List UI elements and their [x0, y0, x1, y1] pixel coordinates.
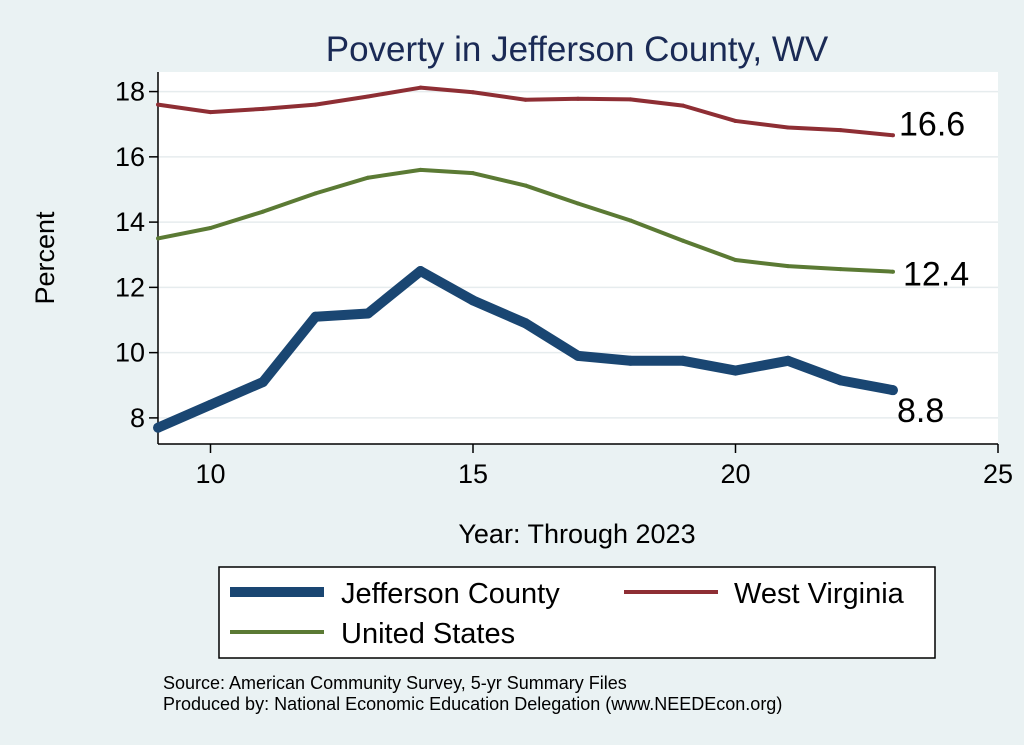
- data-point-west-virginia-10: [208, 110, 213, 115]
- data-point-united-states-13: [366, 175, 370, 180]
- data-point-united-states-11: [261, 209, 265, 214]
- data-point-west-virginia-14: [418, 85, 423, 90]
- x-tick-label-20: 20: [720, 459, 750, 489]
- x-tick-label-15: 15: [458, 459, 488, 489]
- data-point-west-virginia-23: [891, 133, 895, 138]
- data-point-united-states-22: [838, 267, 843, 272]
- x-tick-label-10: 10: [195, 459, 225, 489]
- data-point-west-virginia-17: [576, 96, 580, 101]
- legend-label-west-virginia: West Virginia: [734, 578, 905, 610]
- data-point-jefferson-county-16: [520, 318, 531, 329]
- source-note: Source: American Community Survey, 5-yr …: [163, 673, 627, 693]
- data-point-west-virginia-22: [838, 128, 843, 133]
- data-point-jefferson-county-20: [730, 365, 741, 376]
- y-tick-label-14: 14: [115, 207, 145, 237]
- data-point-jefferson-county-22: [835, 375, 846, 386]
- data-point-jefferson-county-23: [888, 385, 898, 396]
- data-point-jefferson-county-13: [363, 308, 373, 319]
- data-point-west-virginia-9: [156, 102, 160, 107]
- x-axis-title: Year: Through 2023: [458, 519, 695, 549]
- data-point-jefferson-county-19: [678, 355, 688, 366]
- data-point-united-states-23: [891, 269, 895, 274]
- legend-label-united-states: United States: [341, 618, 515, 650]
- data-point-west-virginia-11: [261, 106, 265, 111]
- data-point-jefferson-county-12: [310, 311, 321, 322]
- data-point-jefferson-county-9: [153, 422, 163, 433]
- data-point-jefferson-county-21: [783, 355, 793, 366]
- data-point-jefferson-county-14: [415, 266, 426, 277]
- data-point-jefferson-county-15: [468, 295, 478, 306]
- data-point-united-states-20: [733, 257, 738, 262]
- gridlines: [158, 90, 998, 419]
- x-axis-ticks: 10 15 20 25: [195, 444, 1013, 489]
- y-tick-label-16: 16: [115, 142, 145, 172]
- data-point-west-virginia-21: [786, 125, 790, 130]
- data-point-west-virginia-20: [733, 118, 738, 123]
- end-label-jefferson-county: 8.8: [897, 392, 944, 430]
- legend-box: [218, 566, 936, 659]
- data-point-united-states-16: [523, 183, 528, 188]
- data-point-west-virginia-15: [471, 90, 475, 95]
- data-point-united-states-17: [576, 201, 580, 206]
- data-point-united-states-10: [208, 225, 213, 230]
- legend: Jefferson County West Virginia United St…: [218, 566, 936, 659]
- data-point-west-virginia-13: [366, 94, 370, 99]
- data-point-west-virginia-18: [628, 97, 633, 102]
- y-axis-ticks: 8 10 12 14 16 18: [115, 77, 158, 433]
- data-point-united-states-15: [471, 171, 475, 176]
- end-label-west-virginia: 16.6: [899, 105, 965, 143]
- data-point-united-states-18: [628, 218, 633, 223]
- data-point-jefferson-county-11: [258, 377, 268, 387]
- data-point-west-virginia-16: [523, 97, 528, 102]
- data-point-jefferson-county-10: [205, 399, 216, 410]
- data-point-united-states-19: [681, 238, 685, 243]
- data-point-jefferson-county-18: [625, 355, 636, 366]
- data-point-united-states-9: [156, 236, 160, 241]
- producer-note: Produced by: National Economic Education…: [163, 694, 782, 714]
- data-point-united-states-14: [418, 167, 423, 172]
- data-point-united-states-21: [786, 264, 790, 269]
- end-label-united-states: 12.4: [903, 256, 969, 294]
- x-tick-label-25: 25: [983, 459, 1013, 489]
- data-point-west-virginia-19: [681, 103, 685, 108]
- series-lines: [153, 85, 898, 433]
- y-tick-label-18: 18: [115, 77, 145, 107]
- data-point-jefferson-county-17: [573, 350, 583, 361]
- chart-title: Poverty in Jefferson County, WV: [326, 30, 829, 69]
- end-labels: 16.6 12.4 8.8: [897, 105, 969, 430]
- y-tick-label-12: 12: [115, 272, 145, 302]
- y-tick-label-8: 8: [130, 403, 145, 433]
- y-tick-label-10: 10: [115, 338, 145, 368]
- y-axis-title: Percent: [30, 211, 60, 305]
- legend-label-jefferson-county: Jefferson County: [341, 578, 560, 610]
- data-point-west-virginia-12: [313, 102, 318, 107]
- data-point-united-states-12: [313, 191, 318, 196]
